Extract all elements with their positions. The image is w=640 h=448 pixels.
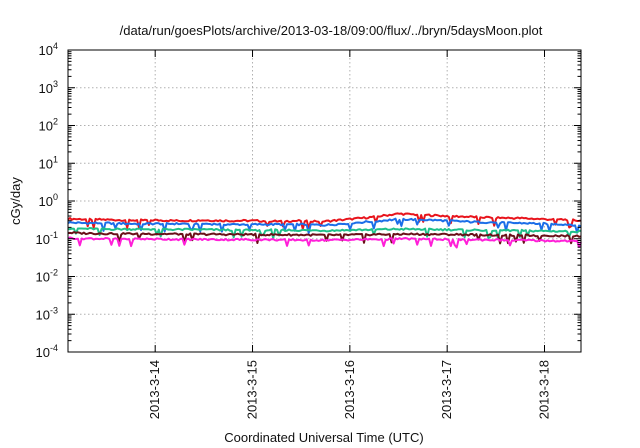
series-line [67,236,582,249]
y-tick-label: 104 [39,41,58,58]
x-tick-label: 2013-3-17 [439,360,454,419]
chart-title: /data/run/goesPlots/archive/2013-03-18/0… [120,23,543,38]
y-tick-label: 10-4 [36,343,58,360]
x-tick-label: 2013-3-14 [147,360,162,419]
series-line [68,227,582,240]
x-tick-label: 2013-3-15 [245,360,260,419]
y-tick-label: 102 [39,117,58,134]
y-tick-label: 10-3 [36,305,58,322]
y-tick-label: 10-2 [36,268,58,285]
y-tick-label: 100 [39,192,58,209]
y-tick-label: 101 [39,154,58,171]
series-line [67,231,582,245]
y-tick-label: 103 [39,79,58,96]
series-line [67,212,582,230]
x-tick-label: 2013-3-18 [537,360,552,419]
x-tick-label: 2013-3-16 [342,360,357,419]
y-axis-title: cGy/day [8,177,23,225]
x-axis-title: Coordinated Universal Time (UTC) [224,430,423,445]
y-tick-label: 10-1 [36,230,58,247]
series-line [67,217,582,234]
